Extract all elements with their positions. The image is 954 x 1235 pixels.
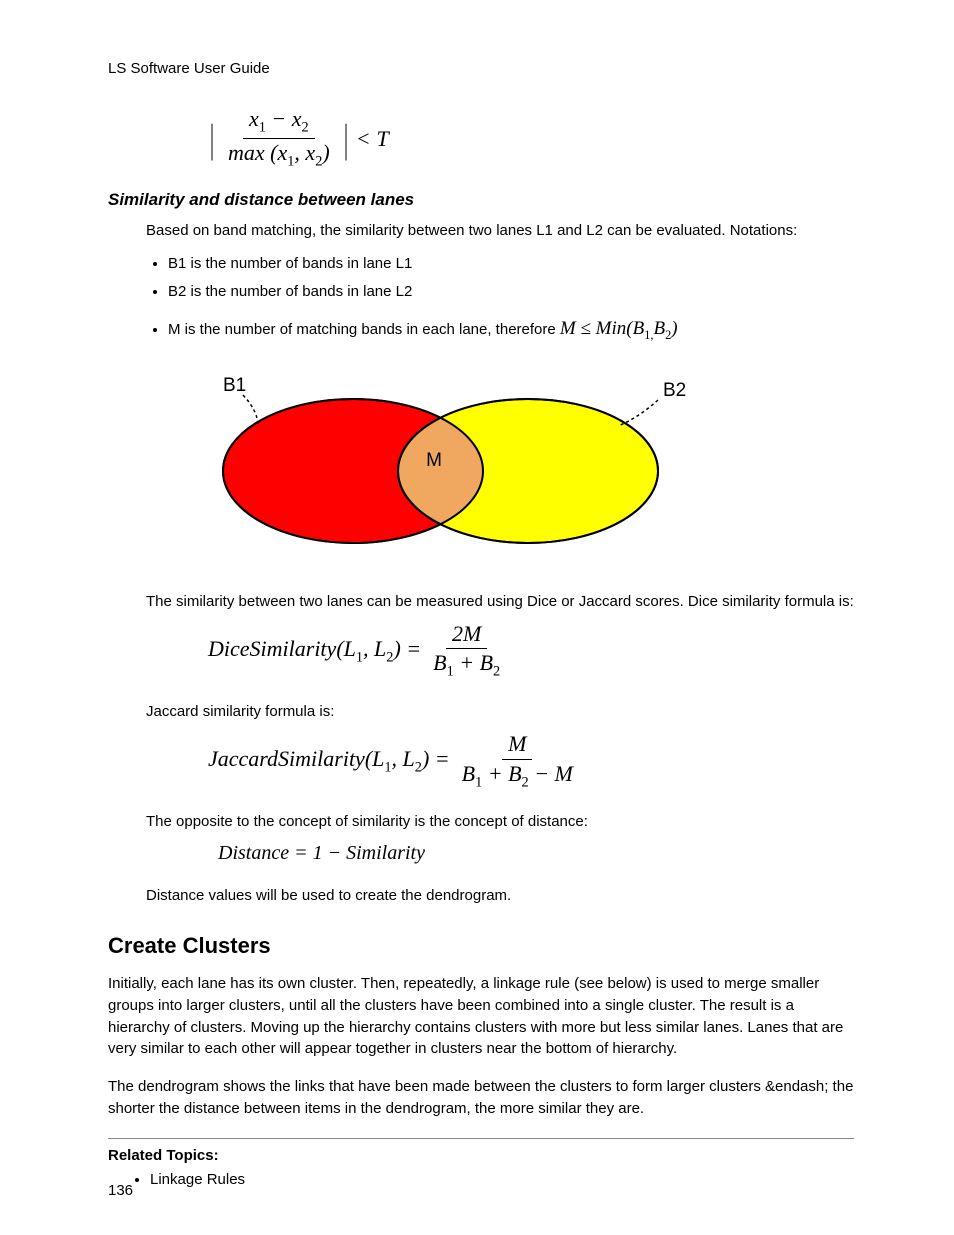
related-topic-item: Linkage Rules	[150, 1168, 854, 1192]
formula-dice: DiceSimilarity(L1, L2) = 2M B1 + B2	[208, 622, 854, 680]
para-distance-used: Distance values will be used to create t…	[146, 885, 854, 907]
venn-label-b2: B2	[663, 380, 686, 401]
venn-diagram: B1 B2 M	[168, 366, 854, 571]
heading-similarity: Similarity and distance between lanes	[108, 190, 854, 210]
formula-distance: Distance = 1 − Similarity	[218, 842, 854, 865]
bullet-item: B2 is the number of bands in lane L2	[168, 280, 854, 304]
bullet-list: B1 is the number of bands in lane L1 B2 …	[146, 252, 854, 346]
related-topics-list: Linkage Rules	[128, 1168, 854, 1192]
venn-svg: B1 B2 M	[168, 366, 708, 566]
page-number: 136	[108, 1182, 133, 1199]
venn-label-m: M	[426, 450, 442, 471]
formula-threshold: | x1 − x2 max (x1, x2) | < T	[208, 107, 854, 170]
formula-jaccard: JaccardSimilarity(L1, L2) = M B1 + B2 − …	[208, 732, 854, 790]
bullet-item: B1 is the number of bands in lane L1	[168, 252, 854, 276]
venn-leader-b1	[243, 395, 258, 426]
venn-label-b1: B1	[223, 375, 246, 396]
separator	[108, 1138, 854, 1139]
heading-create-clusters: Create Clusters	[108, 933, 854, 959]
para-jaccard-intro: Jaccard similarity formula is:	[146, 701, 854, 723]
page-header: LS Software User Guide	[108, 60, 854, 77]
para-clusters-2: The dendrogram shows the links that have…	[108, 1076, 854, 1120]
bullet-item: M is the number of matching bands in eac…	[168, 314, 854, 346]
para-sim-measures: The similarity between two lanes can be …	[146, 591, 854, 613]
para-clusters-1: Initially, each lane has its own cluster…	[108, 973, 854, 1060]
para-intro: Based on band matching, the similarity b…	[146, 220, 854, 242]
document-page: LS Software User Guide | x1 − x2 max (x1…	[0, 0, 954, 1235]
related-topics-heading: Related Topics:	[108, 1147, 854, 1164]
para-distance-intro: The opposite to the concept of similarit…	[146, 811, 854, 833]
